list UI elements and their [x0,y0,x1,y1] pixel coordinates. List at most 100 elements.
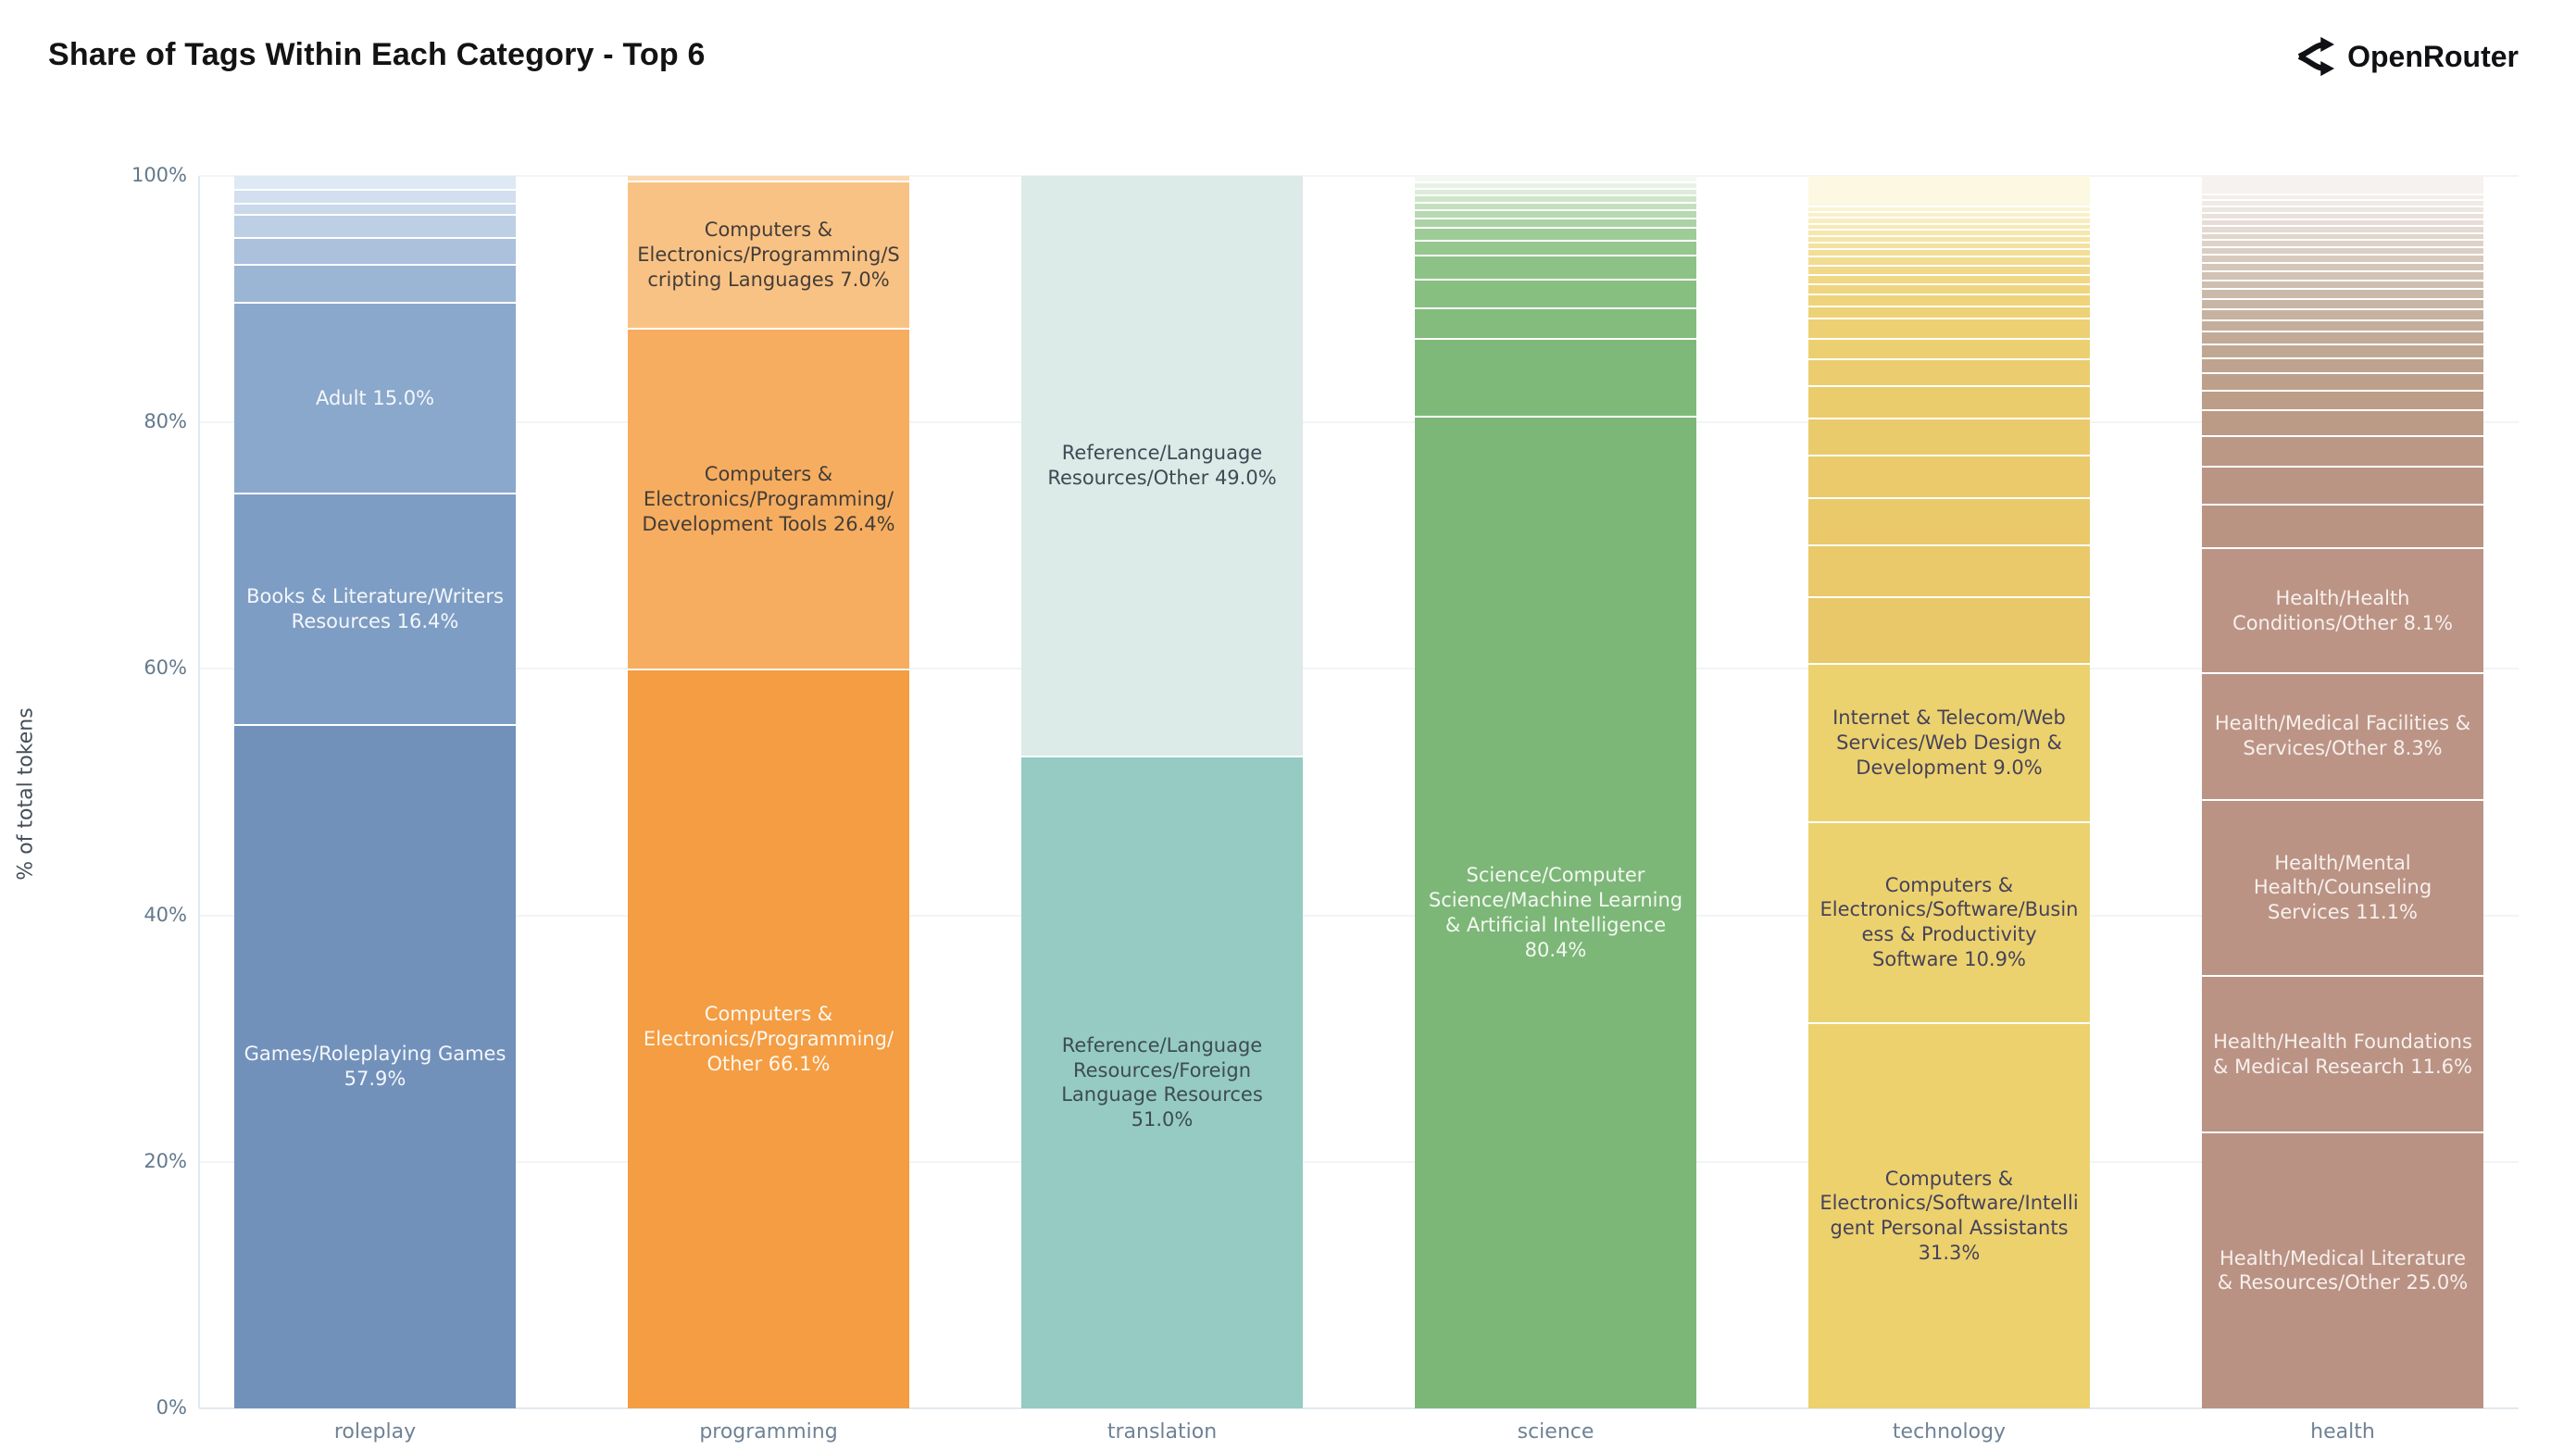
bar-segment: Health/Medical Literature & Resources/Ot… [2202,1132,2483,1408]
openrouter-fork-arrows-icon [2297,36,2335,77]
x-axis-label-translation: translation [1107,1420,1218,1444]
segment-label: Computers & Electronics/Programming/Scri… [637,219,900,292]
bar-segment [2202,248,2483,255]
gridline-100% [199,175,2519,177]
bar-health: Health/Health Conditions/Other 8.1% Healt… [2202,176,2483,1408]
bar-segment: Health/Medical Facilities & Services/Oth… [2202,674,2483,799]
bar-segment: Games/Roleplaying Games 57.9% [234,725,516,1408]
segment-label: Health/Mental Health/Counseling Services… [2253,851,2432,924]
bar-segment [2202,411,2483,435]
bar-segment [2202,201,2483,206]
bar-segment [2202,332,2483,344]
segment-label: Adult 15.0% [315,386,435,409]
bar-segment [2202,263,2483,270]
bar-segment [1808,176,2090,206]
bar-segment [2202,219,2483,225]
y-tick-label: 40% [144,903,187,926]
bar-segment [1415,210,1696,218]
bar-segment [1808,285,2090,294]
bar-segment: Health/Health Foundations & Medical Rese… [2202,977,2483,1131]
bar-segment [2202,300,2483,308]
bar-segment [1415,176,1696,181]
openrouter-logo: OpenRouter [2292,35,2519,78]
segment-label: Health/Medical Facilities & Services/Oth… [2214,712,2471,760]
bar-segment: Reference/Language Resources/Foreign Lan… [1021,756,1303,1408]
bar-segment [1415,182,1696,188]
bar-segment [1808,275,2090,284]
bar-segment [2202,241,2483,247]
bar-segment [1808,256,2090,265]
bar-segment: Internet & Telecom/Web Services/Web Desi… [1808,664,2090,821]
segment-label: Health/Health Conditions/Other 8.1% [2232,586,2453,634]
bar-segment [1808,231,2090,236]
x-axis-line [199,1407,2519,1409]
bar-segment: Computers & Electronics/Software/Intelli… [1808,1023,2090,1408]
bar-segment [1808,213,2090,218]
bar-segment [234,266,516,303]
bar-segment: Adult 15.0% [234,304,516,494]
x-axis-label-science: science [1517,1420,1594,1444]
bar-segment: Health/Mental Health/Counseling Services… [2202,800,2483,976]
bar-segment [2202,436,2483,466]
bar-segment [2202,281,2483,289]
bar-segment [2202,320,2483,331]
bar-technology: Internet & Telecom/Web Services/Web Desi… [1808,176,2090,1408]
bar-segment [1415,242,1696,256]
bar-segment [1808,237,2090,243]
gridline-60% [199,668,2519,670]
bar-segment [2202,176,2483,194]
y-tick-label: 60% [144,656,187,680]
bar-segment: Health/Health Conditions/Other 8.1% [2202,549,2483,673]
segment-label: Health/Medical Literature & Resources/Ot… [2217,1246,2469,1294]
page-title: Share of Tags Within Each Category - Top… [48,37,706,72]
bar-segment [234,176,516,190]
bar-segment [2202,290,2483,299]
bar-segment [628,176,909,181]
x-axis-label-health: health [2310,1420,2375,1444]
bar-segment [2202,207,2483,213]
bar-segment [2202,194,2483,200]
bar-segment [1808,386,2090,419]
bar-translation: Reference/Language Resources/Other 49.0%… [1021,176,1303,1408]
bar-segment [234,215,516,238]
segment-label: Books & Literature/Writers Resources 16.… [246,585,504,632]
bar-segment: Reference/Language Resources/Other 49.0% [1021,176,1303,756]
bar-segment [1415,309,1696,339]
segment-label: Science/Computer Science/Machine Learnin… [1428,864,1683,961]
segment-label: Computers & Electronics/Programming/Othe… [643,1003,894,1076]
bar-segment [1415,340,1696,416]
bar-segment [1415,195,1696,202]
gridline-40% [199,914,2519,917]
bar-segment [1808,319,2090,338]
bar-segment [1808,339,2090,359]
bar-segment [1808,224,2090,230]
bar-segment [1808,250,2090,256]
bar-segment [1808,498,2090,544]
segment-label: Internet & Telecom/Web Services/Web Desi… [1832,706,2066,779]
segment-label: Games/Roleplaying Games 57.9% [244,1043,506,1091]
segment-label: Computers & Electronics/Programming/Deve… [642,462,895,535]
x-axis-label-roleplay: roleplay [333,1420,417,1444]
bar-segment [2202,271,2483,280]
bar-segment [1415,219,1696,228]
y-axis-line [198,176,200,1408]
x-axis-label-programming: programming [699,1420,838,1444]
bar-segment [2202,391,2483,410]
bar-segment [2202,233,2483,240]
bar-segment: Computers & Electronics/Programming/Scri… [628,182,909,328]
bar-segment [1808,207,2090,212]
bar-segment [1808,545,2090,597]
bar-roleplay: Adult 15.0% Books & Literature/Writers Re… [234,176,516,1408]
bar-segment [1808,456,2090,497]
bar-segment [2202,214,2483,219]
bar-segment [2202,374,2483,390]
segment-label: Computers & Electronics/Software/Intelli… [1819,1167,2079,1265]
bar-programming: Computers & Electronics/Programming/Scri… [628,176,909,1408]
bar-segment [234,239,516,265]
bar-segment [1808,266,2090,274]
bar-segment: Science/Computer Science/Machine Learnin… [1415,417,1696,1409]
gridline-80% [199,421,2519,424]
bar-segment [234,205,516,214]
